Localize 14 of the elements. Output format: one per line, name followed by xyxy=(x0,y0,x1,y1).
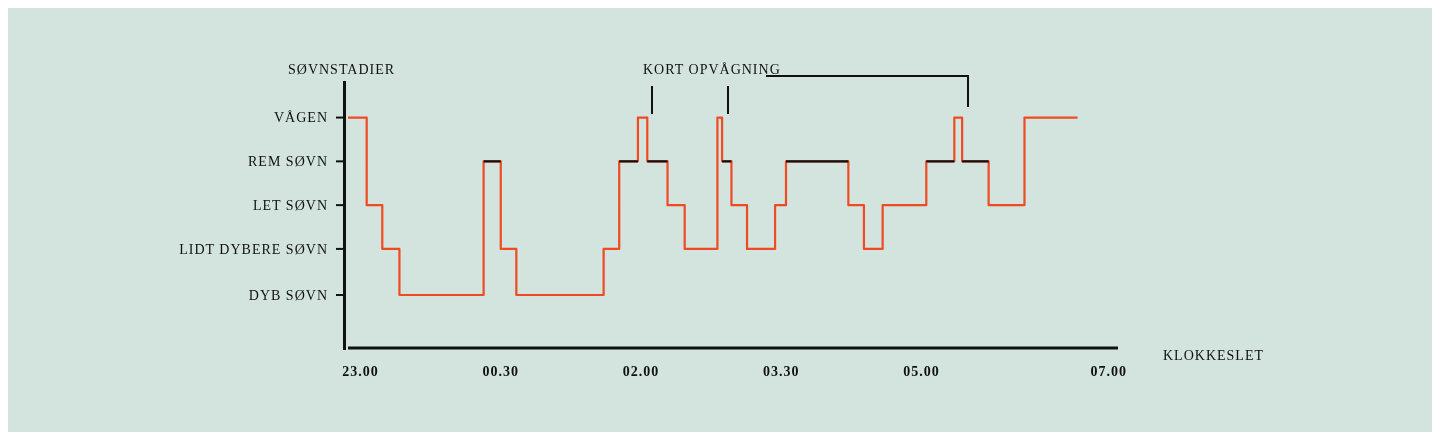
text: LET SØVN xyxy=(252,198,328,214)
x-tick-label: 07.00 xyxy=(1090,363,1127,379)
x-axis-title: KLOKKESLET xyxy=(1163,348,1264,364)
y-axis-title: SØVNSTADIER xyxy=(288,62,396,78)
text: KORT OPVÅGNING xyxy=(643,62,781,78)
text: VÅGEN xyxy=(274,110,328,126)
x-tick-label: 23.00 xyxy=(342,363,379,379)
x-tick-label: 02.00 xyxy=(622,363,660,379)
x-tick-label: 03.30 xyxy=(763,363,800,379)
text: DYB SØVN xyxy=(248,287,328,303)
text: REM SØVN xyxy=(248,154,328,170)
x-tick-label: 00.30 xyxy=(482,363,519,379)
x-tick-label: 05.00 xyxy=(903,363,940,379)
text: LIDT DYBERE SØVN xyxy=(179,241,328,257)
